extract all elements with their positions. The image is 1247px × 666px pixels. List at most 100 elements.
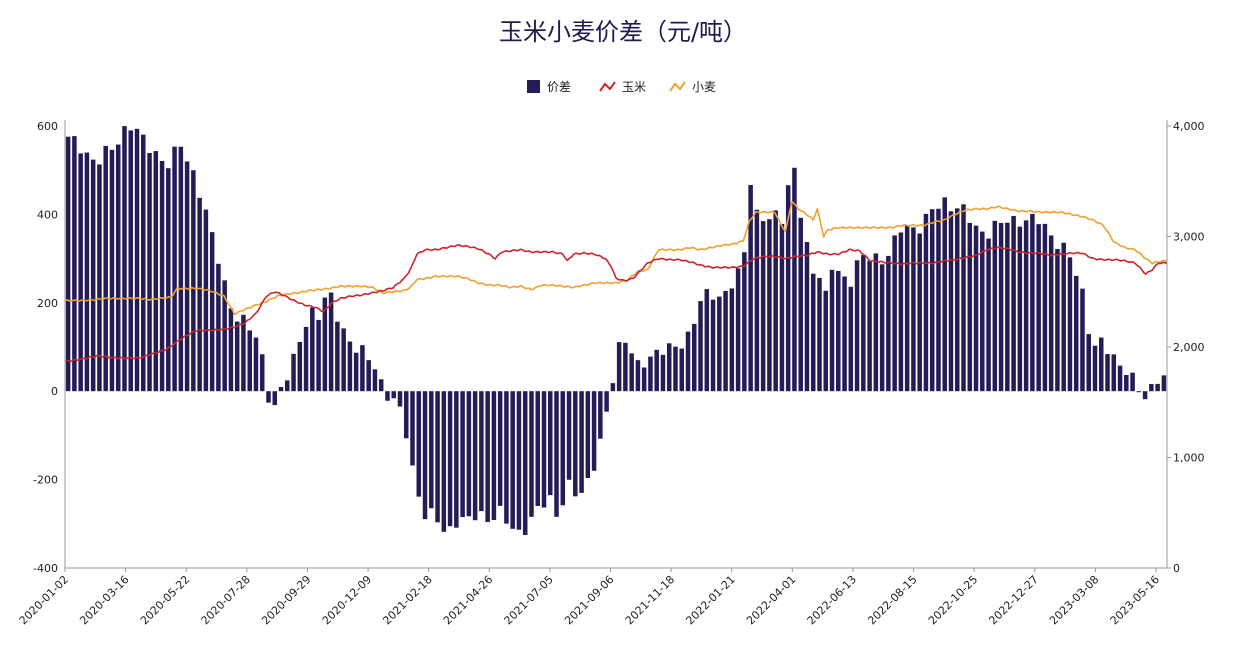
spread-bar [742,252,747,392]
spread-bar [378,379,384,392]
spread-bar [328,292,334,392]
right-tick-label: 2,000 [1173,341,1205,354]
spread-bar [72,136,77,392]
spread-bar [948,211,954,392]
right-tick-label: 1,000 [1173,452,1205,465]
spread-bar [967,222,973,392]
spread-bar [560,391,566,506]
spread-bar [1161,375,1167,392]
spread-bar [203,209,209,392]
spread-bar [792,167,797,392]
spread-bar [115,144,121,392]
spread-bar [980,231,985,392]
spread-bar [297,341,303,392]
spread-bar [566,391,572,480]
spread-bar [335,321,340,392]
spread-bar [717,296,722,392]
spread-bar [516,391,522,530]
legend-wheat-label: 小麦 [692,80,716,94]
legend-spread-swatch [527,80,540,93]
spread-bar [1149,384,1154,392]
x-tick-label: 2021-07-05 [502,573,556,627]
spread-bar [266,391,271,403]
spread-bar [591,391,597,471]
spread-bar [1117,365,1123,392]
x-tick-label: 2022-06-13 [805,573,859,627]
spread-bar [147,153,152,392]
spread-bar [122,126,127,392]
spread-bar [917,233,922,392]
spread-bar [861,255,866,392]
left-tick-label: 200 [37,297,58,310]
spread-bar [1105,354,1110,392]
x-tick-label: 2023-05-16 [1108,573,1162,627]
spread-bar [454,391,459,528]
x-tick-label: 2022-10-25 [926,573,980,627]
spread-bar [673,346,678,392]
x-tick-label: 2021-11-18 [623,573,677,627]
spread-bar [679,348,684,392]
chart-title: 玉米小麦价差（元/吨） [499,18,747,46]
spread-bar [804,242,810,392]
spread-bar [1092,345,1098,392]
spread-bar [541,391,547,508]
spread-bar [353,352,359,392]
spread-bar [1155,383,1160,392]
spread-bar [1086,334,1091,392]
spread-bar [103,145,108,392]
spread-bar [97,164,102,392]
spread-bar [1099,337,1104,392]
spread-bar [247,330,252,392]
spread-bar [623,342,628,392]
spread-bar [1055,248,1060,392]
spread-bar [604,391,609,412]
spread-bar [460,391,465,518]
spread-bar [1036,224,1041,392]
spread-bar [178,146,184,392]
spread-bar [285,380,290,392]
spread-bar [1048,235,1054,392]
spread-bar [385,391,390,401]
spread-bar [1130,372,1135,392]
spread-bar [466,391,472,517]
spread-bar [1011,215,1016,392]
spread-bar [911,227,916,392]
spread-bar [1136,391,1142,393]
spread-bar [842,276,847,392]
spread-bars [65,126,1167,535]
spread-bar [153,151,159,392]
legend-corn-label: 玉米 [622,80,646,94]
spread-bar [823,290,829,392]
wheat-line [64,201,1168,316]
spread-bar [942,197,947,392]
spread-bar [573,391,578,497]
spread-bar [692,323,697,392]
corn-line [64,244,1168,363]
spread-bar [936,208,941,392]
spread-bar [166,168,171,392]
x-tick-label: 2022-01-21 [683,573,737,627]
spread-bar [65,136,71,392]
spread-bar [1030,213,1035,392]
spread-bar [1061,242,1066,392]
spread-bar [291,353,296,392]
spread-bar [479,391,484,512]
spread-bar [391,391,396,399]
spread-bar [923,213,929,392]
spread-bar [109,149,115,392]
x-tick-label: 2021-04-26 [441,573,495,627]
x-tick-label: 2020-12-09 [320,573,374,627]
spread-bar [848,286,854,392]
spread-bar [666,343,672,392]
spread-bar [585,391,591,479]
spread-bar [403,391,409,439]
spread-bar [735,268,741,392]
spread-bar [810,273,816,392]
spread-bar [397,391,403,407]
spread-bar [128,130,133,392]
spread-bar [241,314,246,392]
spread-bar [234,321,240,392]
spread-bar [522,391,528,535]
spread-bar [817,277,822,392]
spread-bar [84,152,90,392]
